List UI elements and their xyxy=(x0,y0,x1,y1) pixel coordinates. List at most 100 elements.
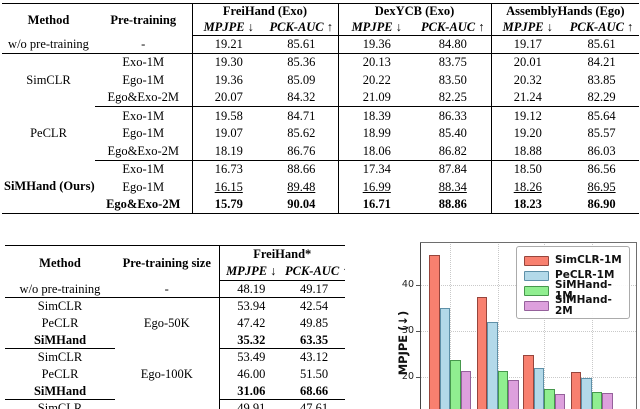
value-cell: 20.07 xyxy=(191,88,265,108)
value-cell: 49.91 xyxy=(218,399,283,409)
value-cell: 18.06 xyxy=(337,142,415,161)
value-cell: 18.99 xyxy=(337,124,415,143)
value-cell: 90.04 xyxy=(287,197,316,212)
pretraining-cell: Ego-1M xyxy=(122,126,165,141)
SiMHand-2M-legend-patch xyxy=(524,300,549,311)
dataset-group-header: FreiHand* xyxy=(218,245,346,263)
value-cell: 84.80 xyxy=(415,35,492,54)
value-cell: 19.12 xyxy=(490,106,565,125)
method-cell: SiMHand xyxy=(5,382,115,400)
table-row: Ego-1M 19.36 85.09 20.22 83.50 20.32 83.85 xyxy=(2,71,639,89)
value-cell: 18.39 xyxy=(337,106,415,125)
table-row: Ego&Exo-2M 15.79 90.04 16.71 88.86 18.23 86.90 xyxy=(2,195,639,214)
pretraining-size-cell xyxy=(115,400,219,409)
table-row: SimCLR Exo-1M 19.30 85.36 20.13 83.75 20.01 84.… xyxy=(2,53,639,87)
value-cell: 20.01 xyxy=(490,53,565,72)
method-cell: w/o pre-training xyxy=(2,35,95,54)
y-tick-mark xyxy=(416,377,420,379)
value-cell: 17.34 xyxy=(337,160,415,178)
value-cell: 19.21 xyxy=(191,35,265,54)
legend-entry: SimCLR-1M xyxy=(524,253,622,268)
value-cell: 18.26 xyxy=(490,177,565,196)
h-gridline xyxy=(420,331,636,332)
method-cell: PeCLR xyxy=(41,366,79,381)
value-cell: 42.54 xyxy=(299,299,329,314)
value-cell: 85.09 xyxy=(287,72,316,87)
SiMHand-2M-bar xyxy=(602,393,613,409)
SimCLR-1M-bar xyxy=(523,354,534,409)
value-cell: 49.17 xyxy=(283,280,346,298)
value-cell: 87.84 xyxy=(438,162,467,177)
mpjpe-bar-chart: MPJPE (↓) 20 30 40 SimCLR-1M PeCLR-1M SiMHan… xyxy=(393,232,640,409)
table-row: PeCLR Exo-1M 19.58 84.71 18.39 86.33 19.12 85.6… xyxy=(2,106,639,140)
SimCLR-1M-legend-patch xyxy=(524,255,549,266)
y-tick-label: 40 xyxy=(401,279,414,290)
value-cell: 82.25 xyxy=(415,88,492,108)
SiMHand-2M-bar xyxy=(508,380,519,409)
pretraining-cell: Ego&Exo-2M xyxy=(95,88,192,108)
value-cell: 18.50 xyxy=(490,160,565,178)
pretraining-cell: Ego&Exo-2M xyxy=(106,197,181,212)
value-cell: 84.32 xyxy=(265,88,338,108)
freihand-size-ablation-table: Method Pre-training size FreiHand* MPJPE ↓ P… xyxy=(5,245,346,409)
table-row: w/o pre-training -48.19 49.17 xyxy=(5,280,346,298)
value-cell: 47.61 xyxy=(299,401,329,409)
value-cell: 85.61 xyxy=(564,35,640,54)
column-subheader-pckauc: PCK-AUC ↑ xyxy=(265,19,338,36)
value-cell: 18.19 xyxy=(191,142,265,161)
column-header-method: Method xyxy=(39,256,81,271)
PeCLR-1M-bar xyxy=(487,322,498,409)
column-subheader-pckauc: PCK-AUC ↑ xyxy=(564,19,640,36)
value-cell: 85.64 xyxy=(587,108,616,123)
table2-header: Method Pre-training size FreiHand* MPJPE ↓ P… xyxy=(5,245,346,281)
table-row: SiMHand 35.32 63.35 xyxy=(5,331,346,349)
table1-header-row-1: Method Pre-training FreiHand (Exo) DexYCB (… xyxy=(2,3,640,27)
value-cell: 20.13 xyxy=(337,53,415,72)
pretraining-cell: Ego-1M xyxy=(122,72,165,87)
table-row: Ego-1M 19.07 85.62 18.99 85.40 19.20 85.57 xyxy=(2,124,639,143)
value-cell: 85.61 xyxy=(265,35,338,54)
pretraining-size-cell: Ego-50K xyxy=(143,316,190,331)
method-cell: SimCLR xyxy=(37,350,83,365)
dataset-group-header: AssemblyHands (Ego) xyxy=(490,3,640,19)
plot-right-border xyxy=(636,242,637,409)
value-cell: 86.82 xyxy=(415,142,492,161)
pretraining-cell: - xyxy=(95,35,192,54)
table-row: SiMHand (Ours) Exo-1M 16.73 88.66 17.34 87.84… xyxy=(2,160,639,193)
legend-label: SimCLR-1M xyxy=(555,254,622,267)
value-cell: 16.15 xyxy=(191,177,265,196)
value-cell: 53.49 xyxy=(218,348,283,366)
y-axis-line xyxy=(420,242,422,409)
value-cell: 85.62 xyxy=(287,126,316,141)
value-cell: 43.12 xyxy=(299,350,329,365)
legend-entry: SiMHand-1M xyxy=(524,280,622,301)
value-cell: 88.86 xyxy=(438,197,467,212)
method-cell: SiMHand xyxy=(5,331,115,349)
pretraining-cell: Ego&Exo-2M xyxy=(95,142,192,161)
pretraining-comparison-table: Method Pre-training FreiHand (Exo) DexYCB (… xyxy=(2,3,640,214)
value-cell: 16.73 xyxy=(191,160,265,178)
value-cell: 85.40 xyxy=(438,126,467,141)
y-tick-label: 20 xyxy=(401,371,414,382)
v-gridline xyxy=(497,242,499,409)
dataset-group-header: FreiHand (Exo) xyxy=(191,3,338,19)
value-cell: 18.23 xyxy=(490,195,565,214)
value-cell: 88.34 xyxy=(438,179,467,194)
value-cell: 49.85 xyxy=(299,315,329,330)
column-header-pretraining: Pre-training xyxy=(110,12,177,27)
legend-label: SiMHand-2M xyxy=(555,294,612,317)
legend-label: PeCLR-1M xyxy=(555,269,615,282)
y-tick-mark xyxy=(416,285,420,287)
value-cell: 86.56 xyxy=(587,162,616,177)
table-row: w/o pre-training -19.21 85.61 19.36 84.80 19.… xyxy=(2,35,640,54)
value-cell: 19.36 xyxy=(337,35,415,54)
method-cell: PeCLR xyxy=(41,315,79,330)
method-cell: SiMHand (Ours) xyxy=(4,179,95,194)
column-subheader-pckauc: PCK-AUC ↑ xyxy=(283,263,346,281)
value-cell: 53.94 xyxy=(218,297,283,315)
column-subheader-pckauc: PCK-AUC ↑ xyxy=(415,19,492,36)
value-cell: 86.33 xyxy=(438,108,467,123)
value-cell: 21.24 xyxy=(490,88,565,108)
legend-entry: PeCLR-1M xyxy=(524,268,622,283)
value-cell: 35.32 xyxy=(218,331,283,349)
